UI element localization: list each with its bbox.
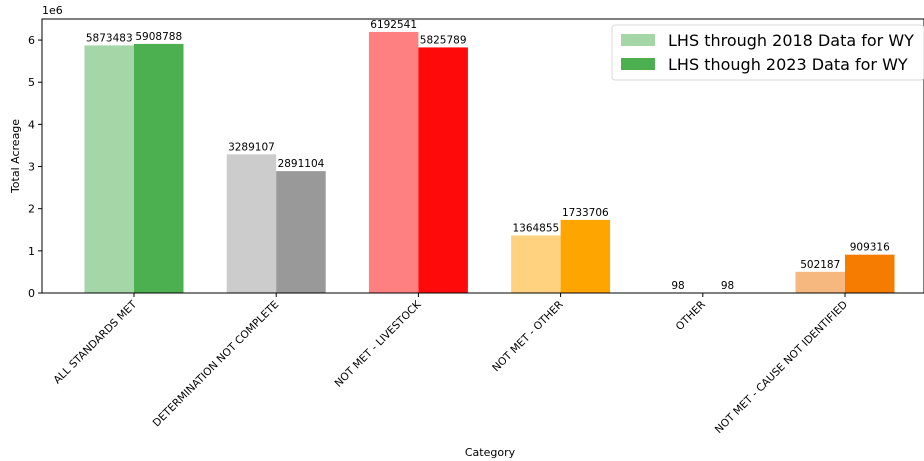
legend-swatch-2018 — [621, 34, 655, 46]
bar-2023-3 — [560, 219, 611, 293]
x-axis-ticks: ALL STANDARDS MET DETERMINATION NOT COMPL… — [51, 293, 850, 436]
y-tick-label: 4 — [28, 118, 35, 131]
bar-value-label: 1364855 — [512, 222, 559, 234]
y-tick-label: 1 — [28, 245, 35, 258]
bar-value-label: 909316 — [850, 242, 890, 254]
bar-value-label: 5873483 — [86, 32, 133, 44]
bar-2023-2 — [418, 47, 468, 293]
bar-2018-1 — [226, 154, 277, 293]
y-axis-ticks: 0 1 2 3 4 5 6 — [28, 34, 42, 300]
legend-label-2023: LHS though 2023 Data for WY — [668, 55, 908, 74]
axes — [41, 18, 924, 294]
x-tick-label: DETERMINATION NOT COMPLETE — [151, 299, 282, 430]
legend-box — [611, 24, 924, 81]
x-tick-label: ALL STANDARDS MET — [51, 298, 139, 386]
x-tick-label: NOT MET - CAUSE NOT IDENTIFIED — [713, 299, 850, 436]
legend: LHS through 2018 Data for WY LHS though … — [611, 24, 924, 81]
bar-value-label: 3289107 — [228, 141, 275, 153]
bar-value-label: 5908788 — [135, 31, 182, 43]
plot-frame — [41, 18, 924, 294]
bar-2023-0 — [134, 43, 184, 293]
bar-2018-5 — [795, 271, 845, 293]
x-tick-label: OTHER — [674, 299, 708, 333]
bar-value-label: 5825789 — [420, 34, 467, 46]
bars-layer — [84, 31, 895, 294]
bar-value-label: 502187 — [800, 259, 840, 271]
y-multiplier-label: 1e6 — [42, 4, 63, 17]
x-tick-label: NOT MET - OTHER — [490, 299, 566, 375]
x-tick-label: NOT MET - LIVESTOCK — [332, 298, 424, 390]
y-tick-label: 3 — [28, 161, 35, 174]
legend-label-2018: LHS through 2018 Data for WY — [668, 31, 914, 50]
bar-2018-0 — [84, 45, 134, 294]
bar-value-label: 98 — [671, 280, 684, 292]
y-axis-title: Total Acreage — [9, 119, 22, 194]
bar-2023-1 — [276, 171, 326, 293]
y-tick-label: 6 — [28, 34, 35, 47]
bar-2018-3 — [511, 235, 561, 293]
bar-value-label: 6192541 — [370, 19, 417, 31]
legend-swatch-2023 — [621, 58, 655, 70]
bar-value-label: 98 — [721, 280, 734, 292]
bar-value-label: 2891104 — [278, 158, 325, 170]
bar-2023-5 — [845, 254, 895, 293]
bar-2018-2 — [368, 31, 419, 294]
y-tick-label: 2 — [28, 203, 35, 216]
bar-value-label: 1733706 — [562, 207, 609, 219]
y-tick-label: 5 — [28, 76, 35, 89]
y-tick-label: 0 — [28, 287, 35, 300]
x-axis-title: Category — [465, 446, 516, 459]
